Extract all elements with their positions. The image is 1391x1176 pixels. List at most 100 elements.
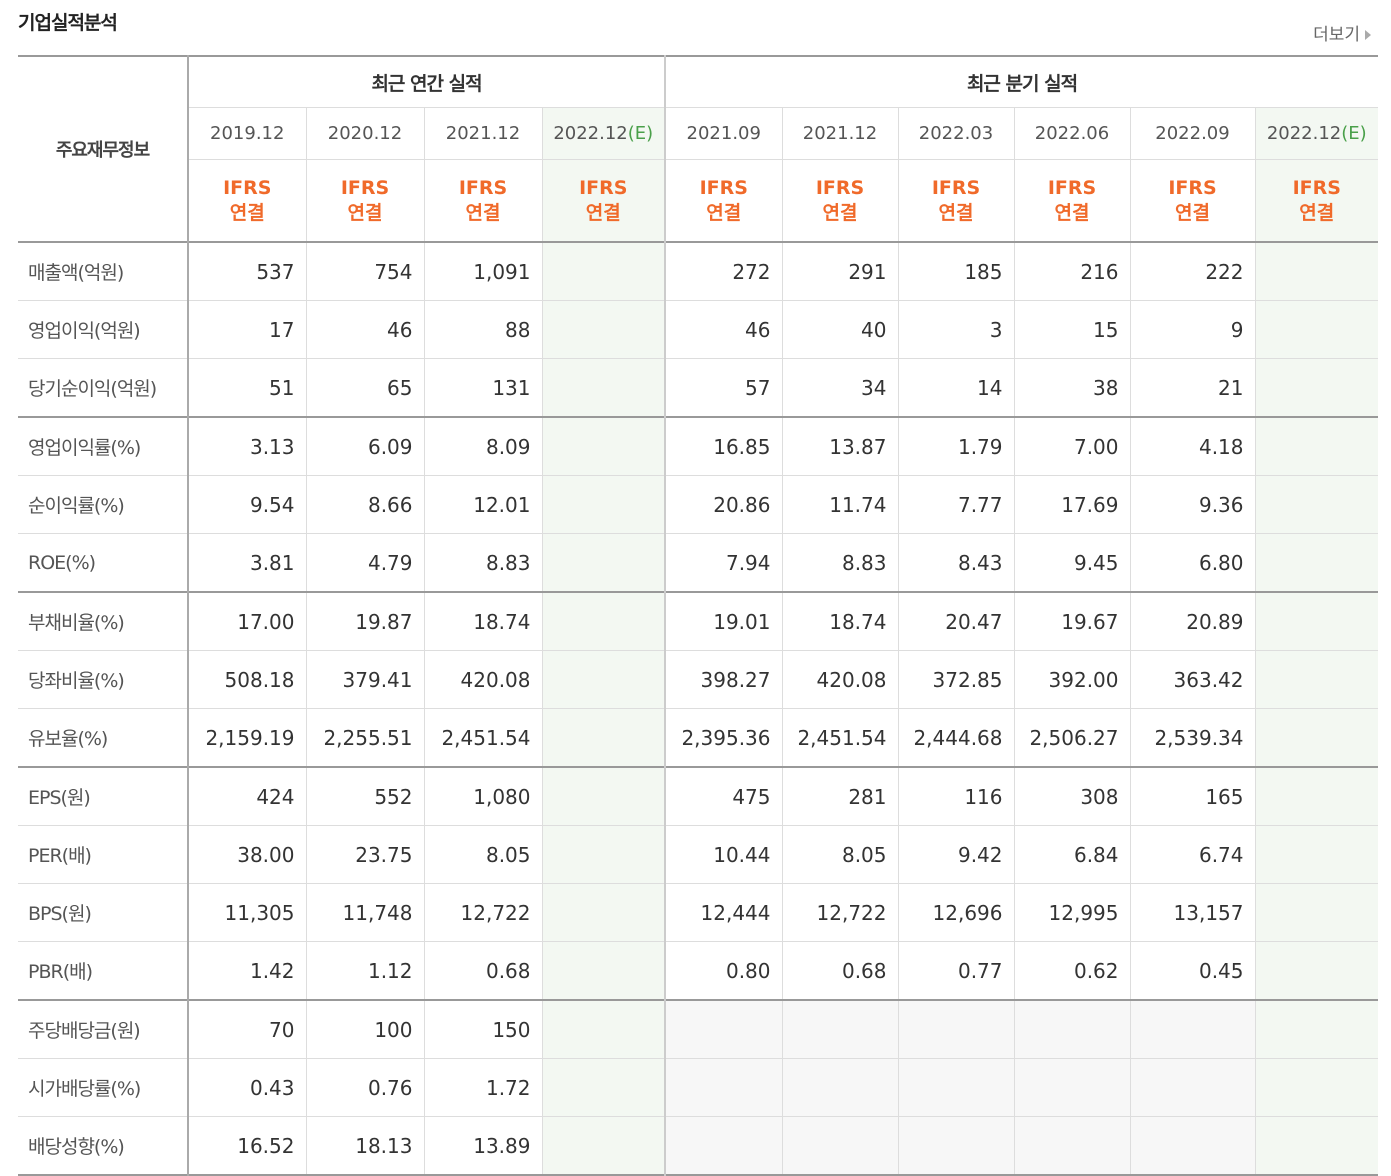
cell [1254, 1116, 1379, 1176]
basis: IFRS 연결 [1254, 159, 1379, 243]
cell [1254, 475, 1379, 534]
cell: 4.79 [305, 533, 425, 593]
period: 2020.12 [305, 107, 425, 160]
cell: 308 [1013, 766, 1131, 826]
cell [1254, 883, 1379, 942]
accounting-standard: IFRS [458, 176, 508, 199]
row-label: 당좌비율(%) [18, 650, 189, 709]
cell [664, 1116, 783, 1176]
period: 2019.12 [187, 107, 307, 160]
row-label: 유보율(%) [18, 708, 189, 768]
cell [541, 358, 666, 418]
accounting-standard: IFRS [1047, 176, 1097, 199]
period-date: 2021.09 [686, 123, 761, 144]
cell: 13.89 [423, 1116, 543, 1176]
cell: 754 [305, 241, 425, 301]
cell: 2,159.19 [187, 708, 307, 768]
period: 2022.03 [897, 107, 1015, 160]
basis: IFRS 연결 [187, 159, 307, 243]
data-row: 순이익률(%) 9.54 8.66 12.01 20.86 11.74 7.77 17.69 9… [18, 475, 1379, 534]
row-label: ROE(%) [18, 533, 189, 593]
cell: 40 [781, 300, 899, 359]
basis: IFRS 연결 [541, 159, 666, 243]
basis: IFRS 연결 [1129, 159, 1256, 243]
estimate-mark: (E) [1341, 123, 1367, 144]
cell: 19.67 [1013, 591, 1131, 651]
cell: 88 [423, 300, 543, 359]
cell: 34 [781, 358, 899, 418]
data-row: 매출액(억원) 537 754 1,091 272 291 185 216 222 [18, 241, 1379, 301]
accounting-standard: IFRS [1292, 176, 1341, 199]
accounting-standard: IFRS [340, 176, 390, 199]
cell [1254, 416, 1379, 476]
cell: 12,995 [1013, 883, 1131, 942]
cell: 0.45 [1129, 941, 1256, 1001]
cell [1254, 999, 1379, 1059]
cell: 222 [1129, 241, 1256, 301]
cell: 9.45 [1013, 533, 1131, 593]
cell: 3 [897, 300, 1015, 359]
more-link[interactable]: 더보기 [1313, 20, 1371, 45]
cell [1254, 591, 1379, 651]
cell [897, 999, 1015, 1059]
basis: IFRS 연결 [305, 159, 425, 243]
cell: 379.41 [305, 650, 425, 709]
period: 2022.09 [1129, 107, 1256, 160]
cell [1254, 1058, 1379, 1117]
cell: 12,444 [664, 883, 783, 942]
cell [664, 1058, 783, 1117]
cell: 116 [897, 766, 1015, 826]
cell: 12.01 [423, 475, 543, 534]
cell: 0.43 [187, 1058, 307, 1117]
cell: 424 [187, 766, 307, 826]
cell: 15 [1013, 300, 1131, 359]
cell: 131 [423, 358, 543, 418]
cell: 9.42 [897, 825, 1015, 884]
data-row: 영업이익(억원) 17 46 88 46 40 3 15 9 [18, 300, 1379, 359]
data-row: 유보율(%) 2,159.19 2,255.51 2,451.54 2,395.36 2,… [18, 708, 1379, 768]
cell: 7.94 [664, 533, 783, 593]
cell: 11.74 [781, 475, 899, 534]
cell [897, 1058, 1015, 1117]
row-label: 영업이익률(%) [18, 416, 189, 476]
cell [541, 766, 666, 826]
period-date: 2021.12 [802, 123, 878, 144]
cell [541, 1058, 666, 1117]
basis: IFRS 연결 [897, 159, 1015, 243]
cell [1129, 999, 1256, 1059]
cell: 0.77 [897, 941, 1015, 1001]
cell: 23.75 [305, 825, 425, 884]
cell [541, 941, 666, 1001]
accounting-standard: IFRS [579, 176, 628, 199]
cell: 1.79 [897, 416, 1015, 476]
cell: 1,091 [423, 241, 543, 301]
consolidation: 연결 [822, 201, 858, 224]
cell: 372.85 [897, 650, 1015, 709]
cell: 57 [664, 358, 783, 418]
period-date: 2019.12 [210, 123, 285, 144]
row-label: PER(배) [18, 825, 189, 884]
cell: 2,255.51 [305, 708, 425, 768]
cell [541, 591, 666, 651]
data-row: ROE(%) 3.81 4.79 8.83 7.94 8.83 8.43 9.45 6.80 [18, 533, 1379, 593]
cell: 7.77 [897, 475, 1015, 534]
cell: 165 [1129, 766, 1256, 826]
cell [1254, 825, 1379, 884]
cell: 216 [1013, 241, 1131, 301]
data-row: 영업이익률(%) 3.13 6.09 8.09 16.85 13.87 1.79 7.00 4.… [18, 416, 1379, 476]
cell: 20.47 [897, 591, 1015, 651]
row-label: 부채비율(%) [18, 591, 189, 651]
cell [541, 708, 666, 768]
cell: 0.68 [781, 941, 899, 1001]
cell: 38 [1013, 358, 1131, 418]
cell [1129, 1058, 1256, 1117]
cell: 9.36 [1129, 475, 1256, 534]
period-row: 2019.12 2020.12 2021.12 2022.12(E) 2021.09 20… [18, 107, 1379, 160]
row-label: 순이익률(%) [18, 475, 189, 534]
accounting-standard: IFRS [931, 176, 981, 199]
cell [781, 1116, 899, 1176]
row-label: 배당성향(%) [18, 1116, 189, 1176]
cell: 17 [187, 300, 307, 359]
cell [541, 300, 666, 359]
period-date: 2022.12 [1266, 123, 1342, 144]
